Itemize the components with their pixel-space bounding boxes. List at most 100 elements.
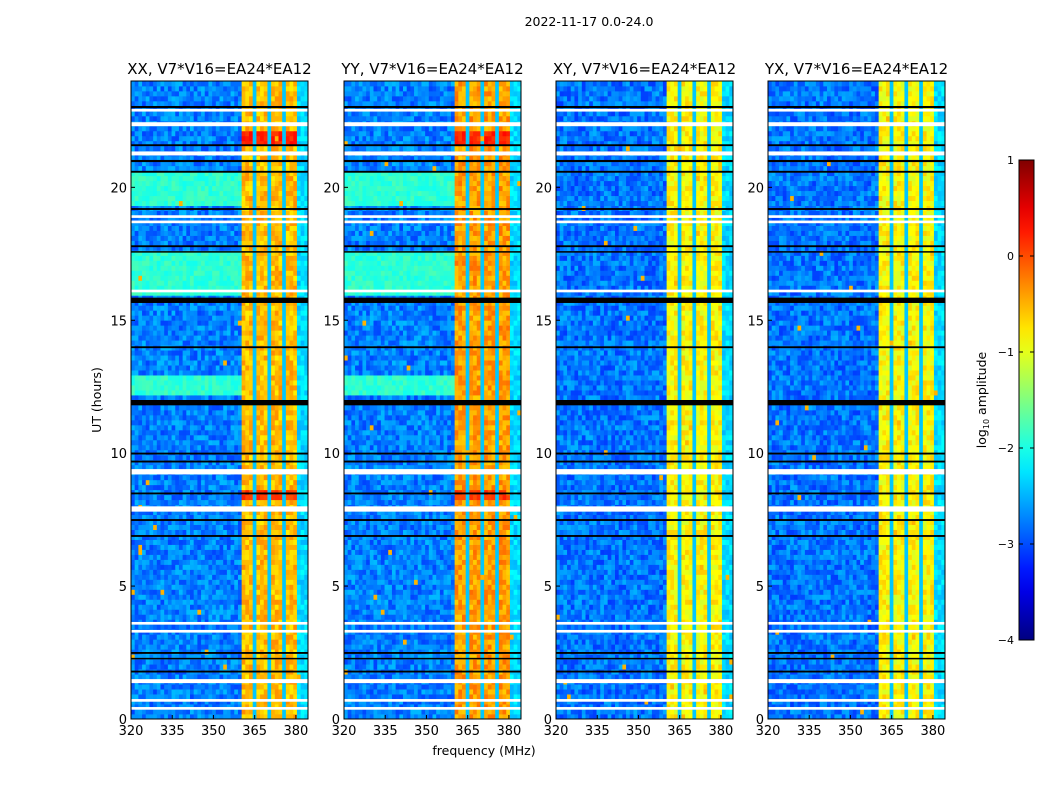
heatmap-cell bbox=[223, 240, 228, 246]
heatmap-cell bbox=[149, 554, 154, 560]
heatmap-cell bbox=[142, 290, 147, 296]
heatmap-cell bbox=[219, 449, 224, 456]
heatmap-cell bbox=[296, 464, 302, 471]
heatmap-cell bbox=[164, 260, 169, 266]
heatmap-cell bbox=[304, 564, 309, 570]
heatmap-cell bbox=[289, 230, 294, 236]
heatmap-cell bbox=[256, 285, 261, 291]
heatmap-cell bbox=[134, 210, 139, 216]
heatmap-cell bbox=[249, 519, 254, 526]
heatmap-cell bbox=[252, 220, 257, 226]
heatmap-cell bbox=[263, 529, 268, 535]
heatmap-cell bbox=[296, 200, 302, 207]
heatmap-cell bbox=[219, 409, 224, 416]
heatmap-cell bbox=[208, 574, 213, 580]
heatmap-cell bbox=[182, 365, 187, 371]
heatmap-cell bbox=[226, 639, 231, 645]
heatmap-cell bbox=[149, 599, 154, 605]
heatmap-cell bbox=[186, 240, 191, 246]
heatmap-cell bbox=[131, 659, 136, 665]
heatmap-cell bbox=[234, 519, 239, 526]
heatmap-cell bbox=[149, 664, 154, 670]
heatmap-cell bbox=[274, 704, 279, 710]
heatmap-cell bbox=[300, 549, 305, 555]
heatmap-cell bbox=[138, 429, 143, 436]
heatmap-cell bbox=[260, 639, 265, 645]
heatmap-cell bbox=[178, 574, 184, 580]
heatmap-cell bbox=[145, 659, 150, 665]
heatmap-cell bbox=[234, 464, 239, 471]
heatmap-cell bbox=[178, 564, 184, 570]
heatmap-cell bbox=[256, 350, 261, 356]
heatmap-cell bbox=[171, 454, 176, 461]
heatmap-cell bbox=[190, 429, 195, 436]
heatmap-cell bbox=[145, 210, 150, 216]
heatmap-cell bbox=[186, 624, 191, 630]
heatmap-cell bbox=[223, 320, 228, 326]
heatmap-cell bbox=[138, 489, 143, 496]
heatmap-cell bbox=[160, 260, 165, 266]
heatmap-cell bbox=[149, 240, 154, 246]
heatmap-cell bbox=[182, 464, 187, 471]
heatmap-cell bbox=[167, 275, 172, 281]
heatmap-cell bbox=[186, 574, 191, 580]
heatmap-cell bbox=[230, 524, 235, 530]
heatmap-cell bbox=[234, 320, 239, 326]
heatmap-cell bbox=[164, 479, 169, 486]
heatmap-cell bbox=[156, 200, 161, 207]
heatmap-cell bbox=[282, 360, 287, 366]
heatmap-cell bbox=[138, 529, 143, 535]
heatmap-cell bbox=[278, 479, 283, 486]
heatmap-cell bbox=[171, 604, 176, 610]
heatmap-cell bbox=[271, 624, 276, 630]
heatmap-cell bbox=[296, 614, 302, 620]
heatmap-cell bbox=[190, 464, 195, 471]
heatmap-cell bbox=[293, 330, 298, 336]
heatmap-cell bbox=[171, 434, 176, 441]
heatmap-cell bbox=[186, 519, 191, 526]
heatmap-cell bbox=[149, 265, 154, 271]
heatmap-cell bbox=[131, 714, 136, 720]
heatmap-cell bbox=[160, 529, 165, 535]
heatmap-cell bbox=[201, 674, 206, 680]
heatmap-cell bbox=[260, 509, 265, 516]
heatmap-cell bbox=[289, 649, 294, 655]
heatmap-cell bbox=[197, 654, 202, 660]
heatmap-cell bbox=[186, 355, 191, 361]
heatmap-cell bbox=[252, 494, 257, 501]
heatmap-cell bbox=[186, 340, 191, 346]
heatmap-cell bbox=[171, 265, 176, 271]
heatmap-cell bbox=[237, 459, 243, 466]
heatmap-cell bbox=[226, 704, 231, 710]
heatmap-cell bbox=[252, 654, 257, 660]
heatmap-cell bbox=[208, 634, 213, 640]
heatmap-cell bbox=[145, 494, 150, 501]
heatmap-cell bbox=[219, 594, 224, 600]
heatmap-cell bbox=[252, 684, 257, 690]
heatmap-cell bbox=[245, 549, 250, 555]
heatmap-cell bbox=[197, 494, 202, 501]
heatmap-cell bbox=[178, 215, 184, 221]
heatmap-cell bbox=[223, 395, 228, 401]
heatmap-cell bbox=[260, 709, 265, 715]
heatmap-cell bbox=[271, 714, 276, 720]
heatmap-cell bbox=[293, 235, 298, 241]
heatmap-cell bbox=[197, 649, 202, 655]
heatmap-cell bbox=[197, 250, 202, 256]
heatmap-cell bbox=[260, 270, 265, 276]
heatmap-cell bbox=[293, 624, 298, 630]
heatmap-cell bbox=[201, 624, 206, 630]
heatmap-cell bbox=[271, 370, 276, 376]
heatmap-cell bbox=[201, 310, 206, 316]
heatmap-cell bbox=[289, 614, 294, 620]
heatmap-cell bbox=[249, 225, 254, 231]
heatmap-cell bbox=[208, 489, 213, 496]
heatmap-cell bbox=[219, 380, 224, 386]
heatmap-cell bbox=[204, 509, 209, 516]
heatmap-cell bbox=[252, 529, 257, 535]
heatmap-cell bbox=[131, 584, 136, 590]
heatmap-cell bbox=[271, 524, 276, 530]
heatmap-cell bbox=[186, 375, 191, 381]
heatmap-cell bbox=[293, 414, 298, 421]
heatmap-cell bbox=[164, 474, 169, 481]
